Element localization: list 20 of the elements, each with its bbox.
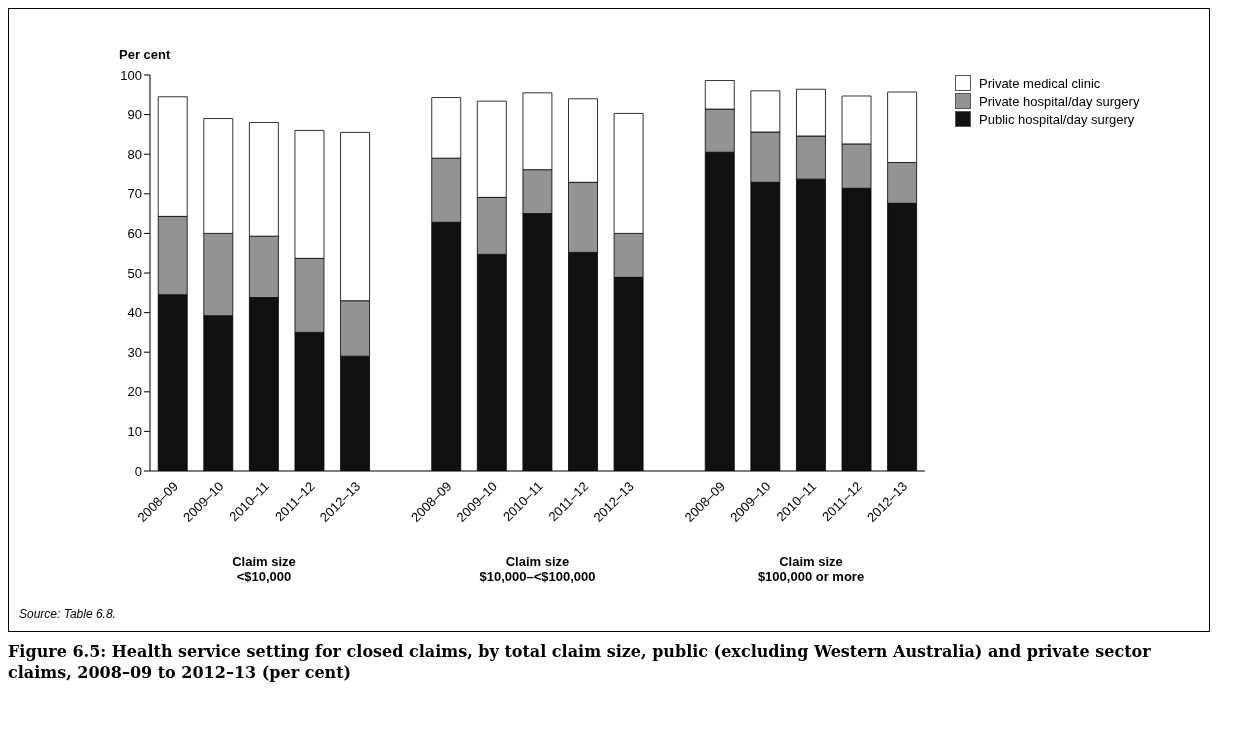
- text: Claim size $100,000 or more: [756, 554, 866, 584]
- y-tick-label: 60: [127, 226, 142, 242]
- text: Claim size <$10,000: [231, 554, 297, 584]
- y-tick-label: 10: [127, 424, 142, 440]
- y-tick-label: 50: [127, 265, 142, 281]
- y-tick-label: 90: [127, 107, 142, 123]
- text: Figure 6.5: Health service setting for closed claims, by total claim size, public (excluding Western Australia) and private sector claims, 2008–09 to 2012–13 (per cent): [8, 642, 1152, 684]
- y-tick-label: 40: [127, 305, 142, 321]
- legend-label: Private hospital/day surgery: [978, 93, 1141, 109]
- text: Private medical clinic: [978, 75, 1102, 91]
- text: Claim size $10,000–<$100,000: [478, 554, 597, 584]
- y-tick-label: 80: [127, 146, 142, 162]
- legend-label: Public hospital/day surgery: [978, 111, 1136, 127]
- y-tick-label: 30: [127, 344, 142, 360]
- y-axis-title: Per cent: [119, 47, 171, 62]
- source-note: Source: Table 6.8.: [19, 607, 116, 621]
- y-tick-label: 70: [127, 186, 142, 202]
- y-tick-label: 100: [120, 67, 142, 83]
- y-tick-label: 20: [127, 384, 142, 400]
- y-tick-label: 0: [134, 463, 142, 479]
